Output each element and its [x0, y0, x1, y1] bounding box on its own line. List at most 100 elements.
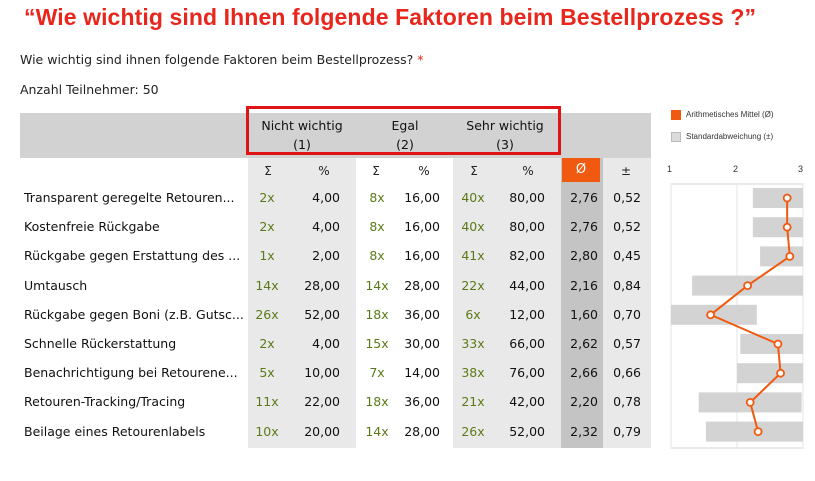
- cell-c3: 6x: [465, 306, 481, 322]
- category-header-sehr-wichtig: Sehr wichtig (3): [455, 116, 555, 154]
- legend-mean-swatch: [671, 110, 681, 120]
- cell-c2: 15x: [365, 336, 389, 351]
- cell-p1: 4,00: [312, 190, 340, 205]
- pct-header-1: %: [318, 164, 330, 178]
- cell-c1: 2x: [259, 336, 275, 351]
- mean-point: [785, 251, 795, 261]
- cell-mean: 2,32: [570, 423, 598, 439]
- cell-mean: 2,62: [570, 336, 598, 351]
- cell-c2: 8x: [369, 219, 385, 235]
- cell-c3: 26x: [461, 423, 485, 439]
- cell-sd: 0,70: [613, 306, 641, 322]
- pct-header-3: %: [522, 164, 534, 178]
- sd-column: [603, 158, 651, 448]
- row-label: Rückgabe gegen Erstattung des ...: [24, 248, 241, 264]
- legend-sd-label: Standardabweichung (±): [686, 132, 774, 141]
- category-header-nicht-wichtig: Nicht wichtig (1): [252, 116, 352, 154]
- cell-p1: 22,00: [304, 394, 340, 410]
- cell-c1: 11x: [255, 394, 279, 410]
- cell-c1: 2x: [259, 219, 275, 235]
- cell-p2: 28,00: [404, 423, 440, 439]
- question-label: Wie wichtig sind ihnen folgende Faktoren…: [20, 52, 414, 67]
- cell-p2: 36,00: [404, 394, 440, 410]
- cell-p3: 80,00: [509, 219, 545, 235]
- required-marker: *: [417, 52, 424, 67]
- cell-p3: 80,00: [509, 190, 545, 205]
- row-label: Beilage eines Retourenlabels: [24, 423, 206, 439]
- cell-mean: 2,16: [570, 277, 598, 293]
- cell-mean: 2,76: [570, 190, 598, 205]
- cell-c3: 41x: [461, 248, 485, 264]
- cell-p3: 12,00: [509, 306, 545, 322]
- row-label: Benachrichtigung bei Retourene...: [24, 365, 238, 381]
- sum-header-1: Σ: [264, 164, 272, 178]
- category-code: (3): [496, 137, 514, 152]
- cell-p3: 44,00: [509, 277, 545, 293]
- cell-c3: 33x: [461, 336, 485, 351]
- cell-sd: 0,79: [613, 423, 641, 439]
- cell-c1: 14x: [255, 277, 279, 293]
- mean-point: [753, 427, 763, 437]
- cell-c1: 1x: [259, 248, 275, 264]
- cell-c2: 8x: [369, 248, 385, 264]
- cell-c1: 26x: [255, 306, 279, 322]
- sd-bar: [760, 246, 803, 267]
- sd-bar: [752, 188, 803, 208]
- cell-p1: 4,00: [312, 219, 340, 235]
- cell-p2: 30,00: [404, 336, 440, 351]
- cell-p2: 36,00: [404, 306, 440, 322]
- cell-c1: 10x: [255, 423, 279, 439]
- mean-point: [782, 222, 792, 232]
- cell-c3: 21x: [461, 394, 485, 410]
- category-code: (2): [396, 137, 414, 152]
- legend-mean-label: Arithmetisches Mittel (Ø): [686, 110, 774, 119]
- sd-bar: [737, 363, 803, 384]
- row-label: Transparent geregelte Retouren...: [24, 190, 235, 205]
- cell-mean: 1,60: [570, 306, 598, 322]
- category-label: Egal: [391, 118, 419, 133]
- cell-mean: 2,80: [570, 248, 598, 264]
- sd-header: ±: [620, 164, 632, 178]
- cell-p3: 66,00: [509, 336, 545, 351]
- cell-p3: 42,00: [509, 394, 545, 410]
- cell-mean: 2,20: [570, 394, 598, 410]
- category-header-egal: Egal (2): [355, 116, 455, 154]
- cell-p2: 14,00: [404, 365, 440, 381]
- question-text: Wie wichtig sind ihnen folgende Faktoren…: [20, 52, 424, 67]
- cell-c3: 40x: [461, 219, 485, 235]
- cell-p2: 16,00: [404, 219, 440, 235]
- sd-bar: [752, 217, 803, 238]
- legend-sd-swatch: [671, 132, 681, 142]
- mean-point: [706, 310, 715, 320]
- cell-p3: 82,00: [509, 248, 545, 264]
- row-label: Rückgabe gegen Boni (z.B. Gutsc...: [24, 306, 244, 322]
- row-label: Umtausch: [24, 277, 88, 293]
- cell-c1: 5x: [259, 365, 275, 381]
- cell-c2: 14x: [365, 277, 389, 293]
- category-column-nicht-wichtig: [248, 158, 356, 448]
- cell-p3: 76,00: [509, 365, 545, 381]
- mean-point: [745, 397, 755, 407]
- cell-c2: 14x: [365, 423, 389, 439]
- cell-c2: 18x: [365, 306, 389, 322]
- cell-sd: 0,52: [613, 190, 641, 205]
- cell-sd: 0,52: [613, 219, 641, 235]
- cell-p1: 10,00: [304, 365, 340, 381]
- cell-p1: 2,00: [312, 248, 340, 264]
- cell-sd: 0,57: [613, 336, 641, 351]
- category-label: Sehr wichtig: [466, 118, 544, 133]
- cell-sd: 0,84: [613, 277, 641, 293]
- cell-mean: 2,76: [570, 219, 598, 235]
- category-label: Nicht wichtig: [261, 118, 343, 133]
- table-header-band: [20, 113, 561, 158]
- sd-bar: [740, 334, 803, 354]
- mean-point: [743, 281, 752, 291]
- cell-sd: 0,45: [613, 248, 641, 264]
- cell-sd: 0,78: [613, 394, 641, 410]
- mean-point: [773, 339, 783, 349]
- mean-header: Ø: [562, 158, 600, 182]
- cell-p1: 4,00: [312, 336, 340, 351]
- sum-header-3: Σ: [470, 164, 478, 178]
- row-label: Retouren-Tracking/Tracing: [24, 394, 186, 410]
